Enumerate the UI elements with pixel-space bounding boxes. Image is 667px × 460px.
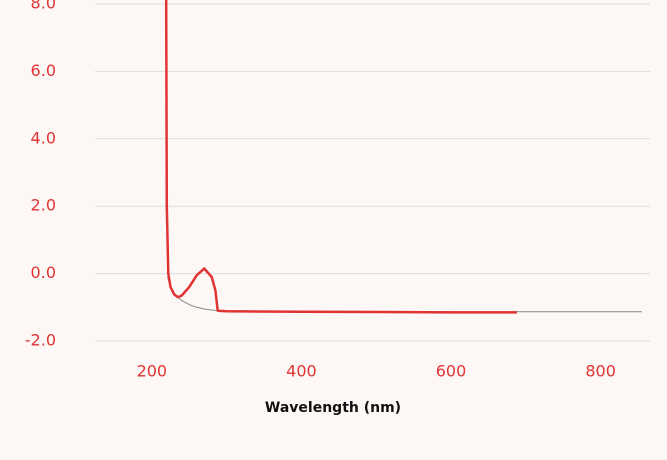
y-tick-label: 8.0 [31,0,56,13]
x-tick-label: 400 [286,362,317,381]
y-tick-label: 4.0 [31,128,56,147]
x-tick-label: 600 [436,362,467,381]
y-tick-label: 0.0 [31,263,56,282]
series-line [164,0,517,314]
x-tick-label: 200 [137,362,168,381]
x-tick-label: 800 [585,362,616,381]
y-tick-label: 2.0 [31,196,56,215]
x-axis-label: Wavelength (nm) [265,400,401,416]
y-tick-label: 6.0 [31,61,56,80]
series-line [167,276,642,313]
y-tick-label: -2.0 [25,331,56,350]
